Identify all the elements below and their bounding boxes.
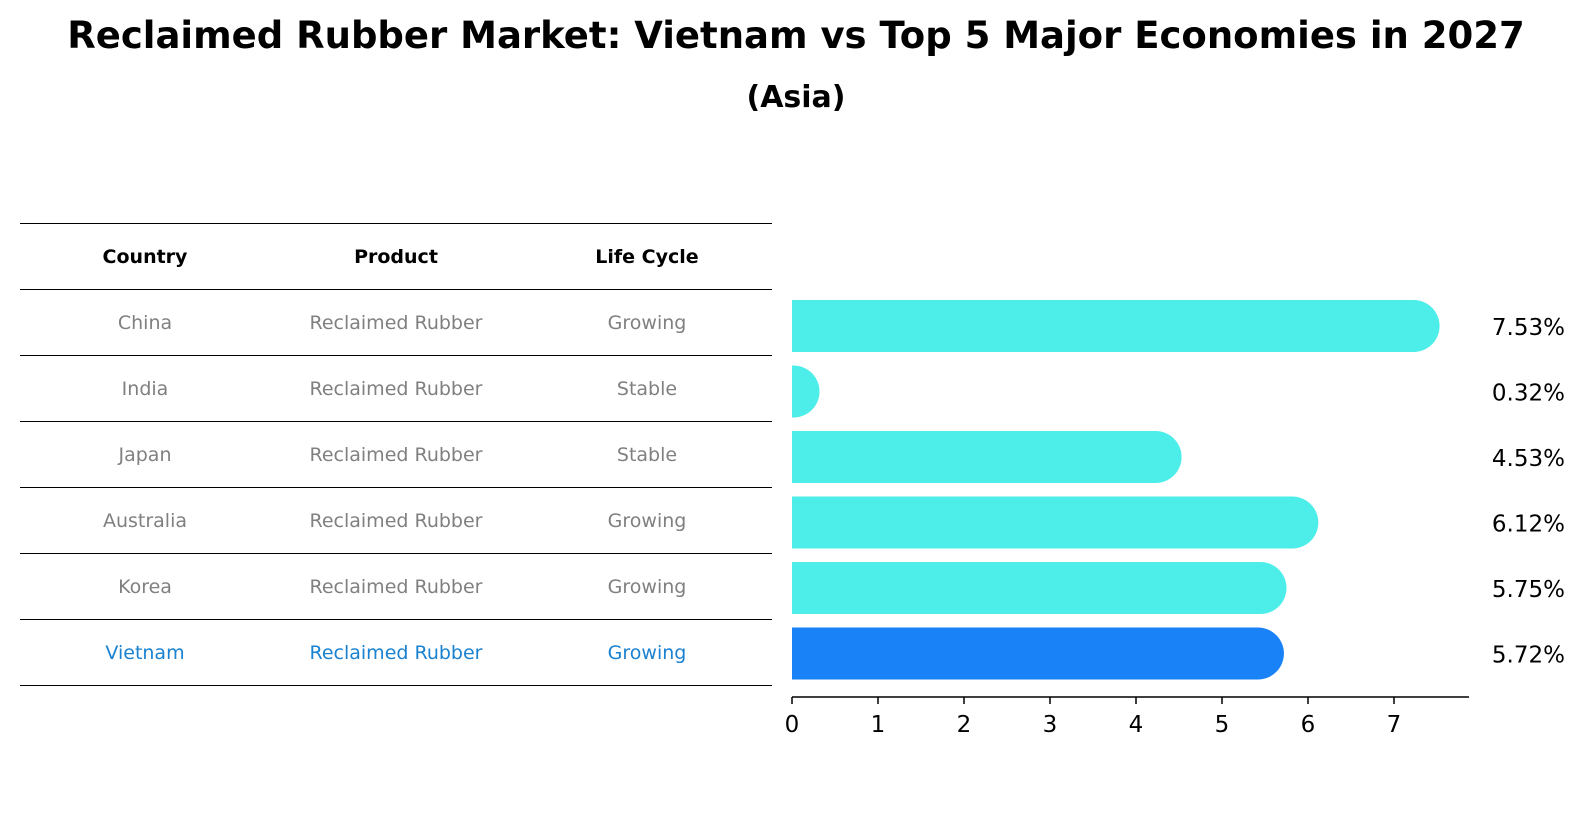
- cell-country: Japan: [20, 421, 270, 488]
- table-row: Japan Reclaimed Rubber Stable: [20, 421, 772, 488]
- value-label-vietnam: 5.72%: [1492, 643, 1565, 669]
- bar-china: [792, 300, 1440, 352]
- value-label-australia: 6.12%: [1492, 512, 1565, 538]
- chart-subtitle: (Asia): [746, 80, 846, 115]
- cell-product: Reclaimed Rubber: [270, 553, 522, 620]
- value-label-china: 7.53%: [1492, 315, 1565, 341]
- cell-life-cycle: Growing: [522, 289, 772, 356]
- x-tick-label-4: 4: [1129, 712, 1144, 738]
- table-row-highlighted: Vietnam Reclaimed Rubber Growing: [20, 619, 772, 686]
- cell-country: India: [20, 355, 270, 422]
- cell-life-cycle: Stable: [522, 355, 772, 422]
- x-tick-label-6: 6: [1301, 712, 1316, 738]
- x-tick-label-0: 0: [785, 712, 800, 738]
- x-tick-label-5: 5: [1215, 712, 1230, 738]
- cell-product: Reclaimed Rubber: [270, 619, 522, 686]
- cell-product: Reclaimed Rubber: [270, 355, 522, 422]
- x-tick-label-3: 3: [1043, 712, 1058, 738]
- cell-country: Korea: [20, 553, 270, 620]
- chart-title: Reclaimed Rubber Market: Vietnam vs Top …: [67, 14, 1525, 57]
- column-header-product: Product: [270, 223, 522, 290]
- x-tick-label-1: 1: [871, 712, 886, 738]
- table-row: Korea Reclaimed Rubber Growing: [20, 553, 772, 620]
- x-tick-label-7: 7: [1387, 712, 1402, 738]
- bar-japan: [792, 431, 1182, 483]
- cell-life-cycle: Growing: [522, 619, 772, 686]
- bar-australia: [792, 496, 1319, 549]
- cell-country: China: [20, 289, 270, 356]
- x-tick-label-2: 2: [957, 712, 972, 738]
- cell-product: Reclaimed Rubber: [270, 487, 522, 554]
- cell-country: Vietnam: [20, 619, 270, 686]
- country-table: Country Product Life Cycle China Reclaim…: [20, 223, 772, 686]
- bar-india: [792, 365, 820, 418]
- table-row: Australia Reclaimed Rubber Growing: [20, 487, 772, 554]
- table-row: China Reclaimed Rubber Growing: [20, 289, 772, 356]
- column-header-life-cycle: Life Cycle: [522, 223, 772, 290]
- value-label-korea: 5.75%: [1492, 577, 1565, 603]
- value-label-japan: 4.53%: [1492, 446, 1565, 472]
- cell-product: Reclaimed Rubber: [270, 421, 522, 488]
- cell-life-cycle: Growing: [522, 487, 772, 554]
- cell-product: Reclaimed Rubber: [270, 289, 522, 356]
- bar-vietnam: [792, 627, 1284, 680]
- table-row: India Reclaimed Rubber Stable: [20, 355, 772, 422]
- bar-korea: [792, 562, 1287, 614]
- cell-country: Australia: [20, 487, 270, 554]
- table-header-row: Country Product Life Cycle: [20, 223, 772, 290]
- cell-life-cycle: Stable: [522, 421, 772, 488]
- cell-life-cycle: Growing: [522, 553, 772, 620]
- value-label-india: 0.32%: [1492, 381, 1565, 407]
- column-header-country: Country: [20, 223, 270, 290]
